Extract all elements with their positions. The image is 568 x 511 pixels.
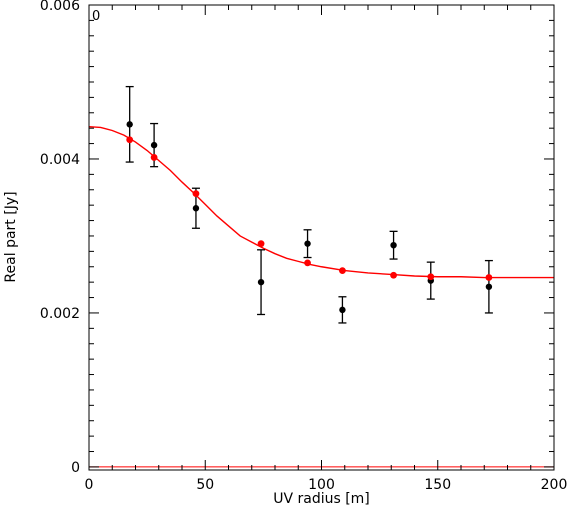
x-tick-label: 0 xyxy=(85,477,94,493)
x-axis-label: UV radius [m] xyxy=(273,491,370,507)
observed-point-4 xyxy=(304,240,311,247)
x-tick-label: 100 xyxy=(308,477,335,493)
error-bars-group xyxy=(125,85,493,324)
model-point-6 xyxy=(390,271,397,279)
observed-point-1 xyxy=(150,141,158,149)
y-tick-label: 0.006 xyxy=(40,0,80,14)
x-tick-label: 200 xyxy=(541,477,568,493)
y-tick-label: 0.002 xyxy=(40,306,80,322)
observed-point-8 xyxy=(485,283,493,290)
y-axis-label: Real part [Jy] xyxy=(3,191,19,282)
model-point-2 xyxy=(192,190,200,198)
model-point-8 xyxy=(485,274,493,281)
observed-points-group xyxy=(126,121,493,314)
plot-frame xyxy=(88,4,555,471)
y-tick-label: 0.004 xyxy=(40,152,80,168)
model-point-5 xyxy=(339,267,346,275)
model-curve xyxy=(88,125,554,279)
model-points-group xyxy=(126,136,493,281)
axis-ticks-group: 0 50 100 150 200 0 0.002 0.004 0.006 xyxy=(40,0,567,493)
model-point-1 xyxy=(150,154,158,161)
panel-label: 0 xyxy=(92,9,100,24)
observed-point-0 xyxy=(126,121,133,128)
x-tick-label: 150 xyxy=(424,477,451,493)
observed-point-6 xyxy=(390,241,397,249)
x-tick-label: 50 xyxy=(196,477,214,493)
observed-point-2 xyxy=(192,205,200,212)
model-point-7 xyxy=(427,273,435,281)
model-point-4 xyxy=(304,259,311,267)
model-point-0 xyxy=(126,136,134,144)
model-point-3 xyxy=(257,240,265,248)
y-tick-label: 0 xyxy=(71,460,80,476)
model-curve-group xyxy=(88,125,554,279)
observed-point-3 xyxy=(257,278,265,286)
observed-point-5 xyxy=(339,306,346,314)
